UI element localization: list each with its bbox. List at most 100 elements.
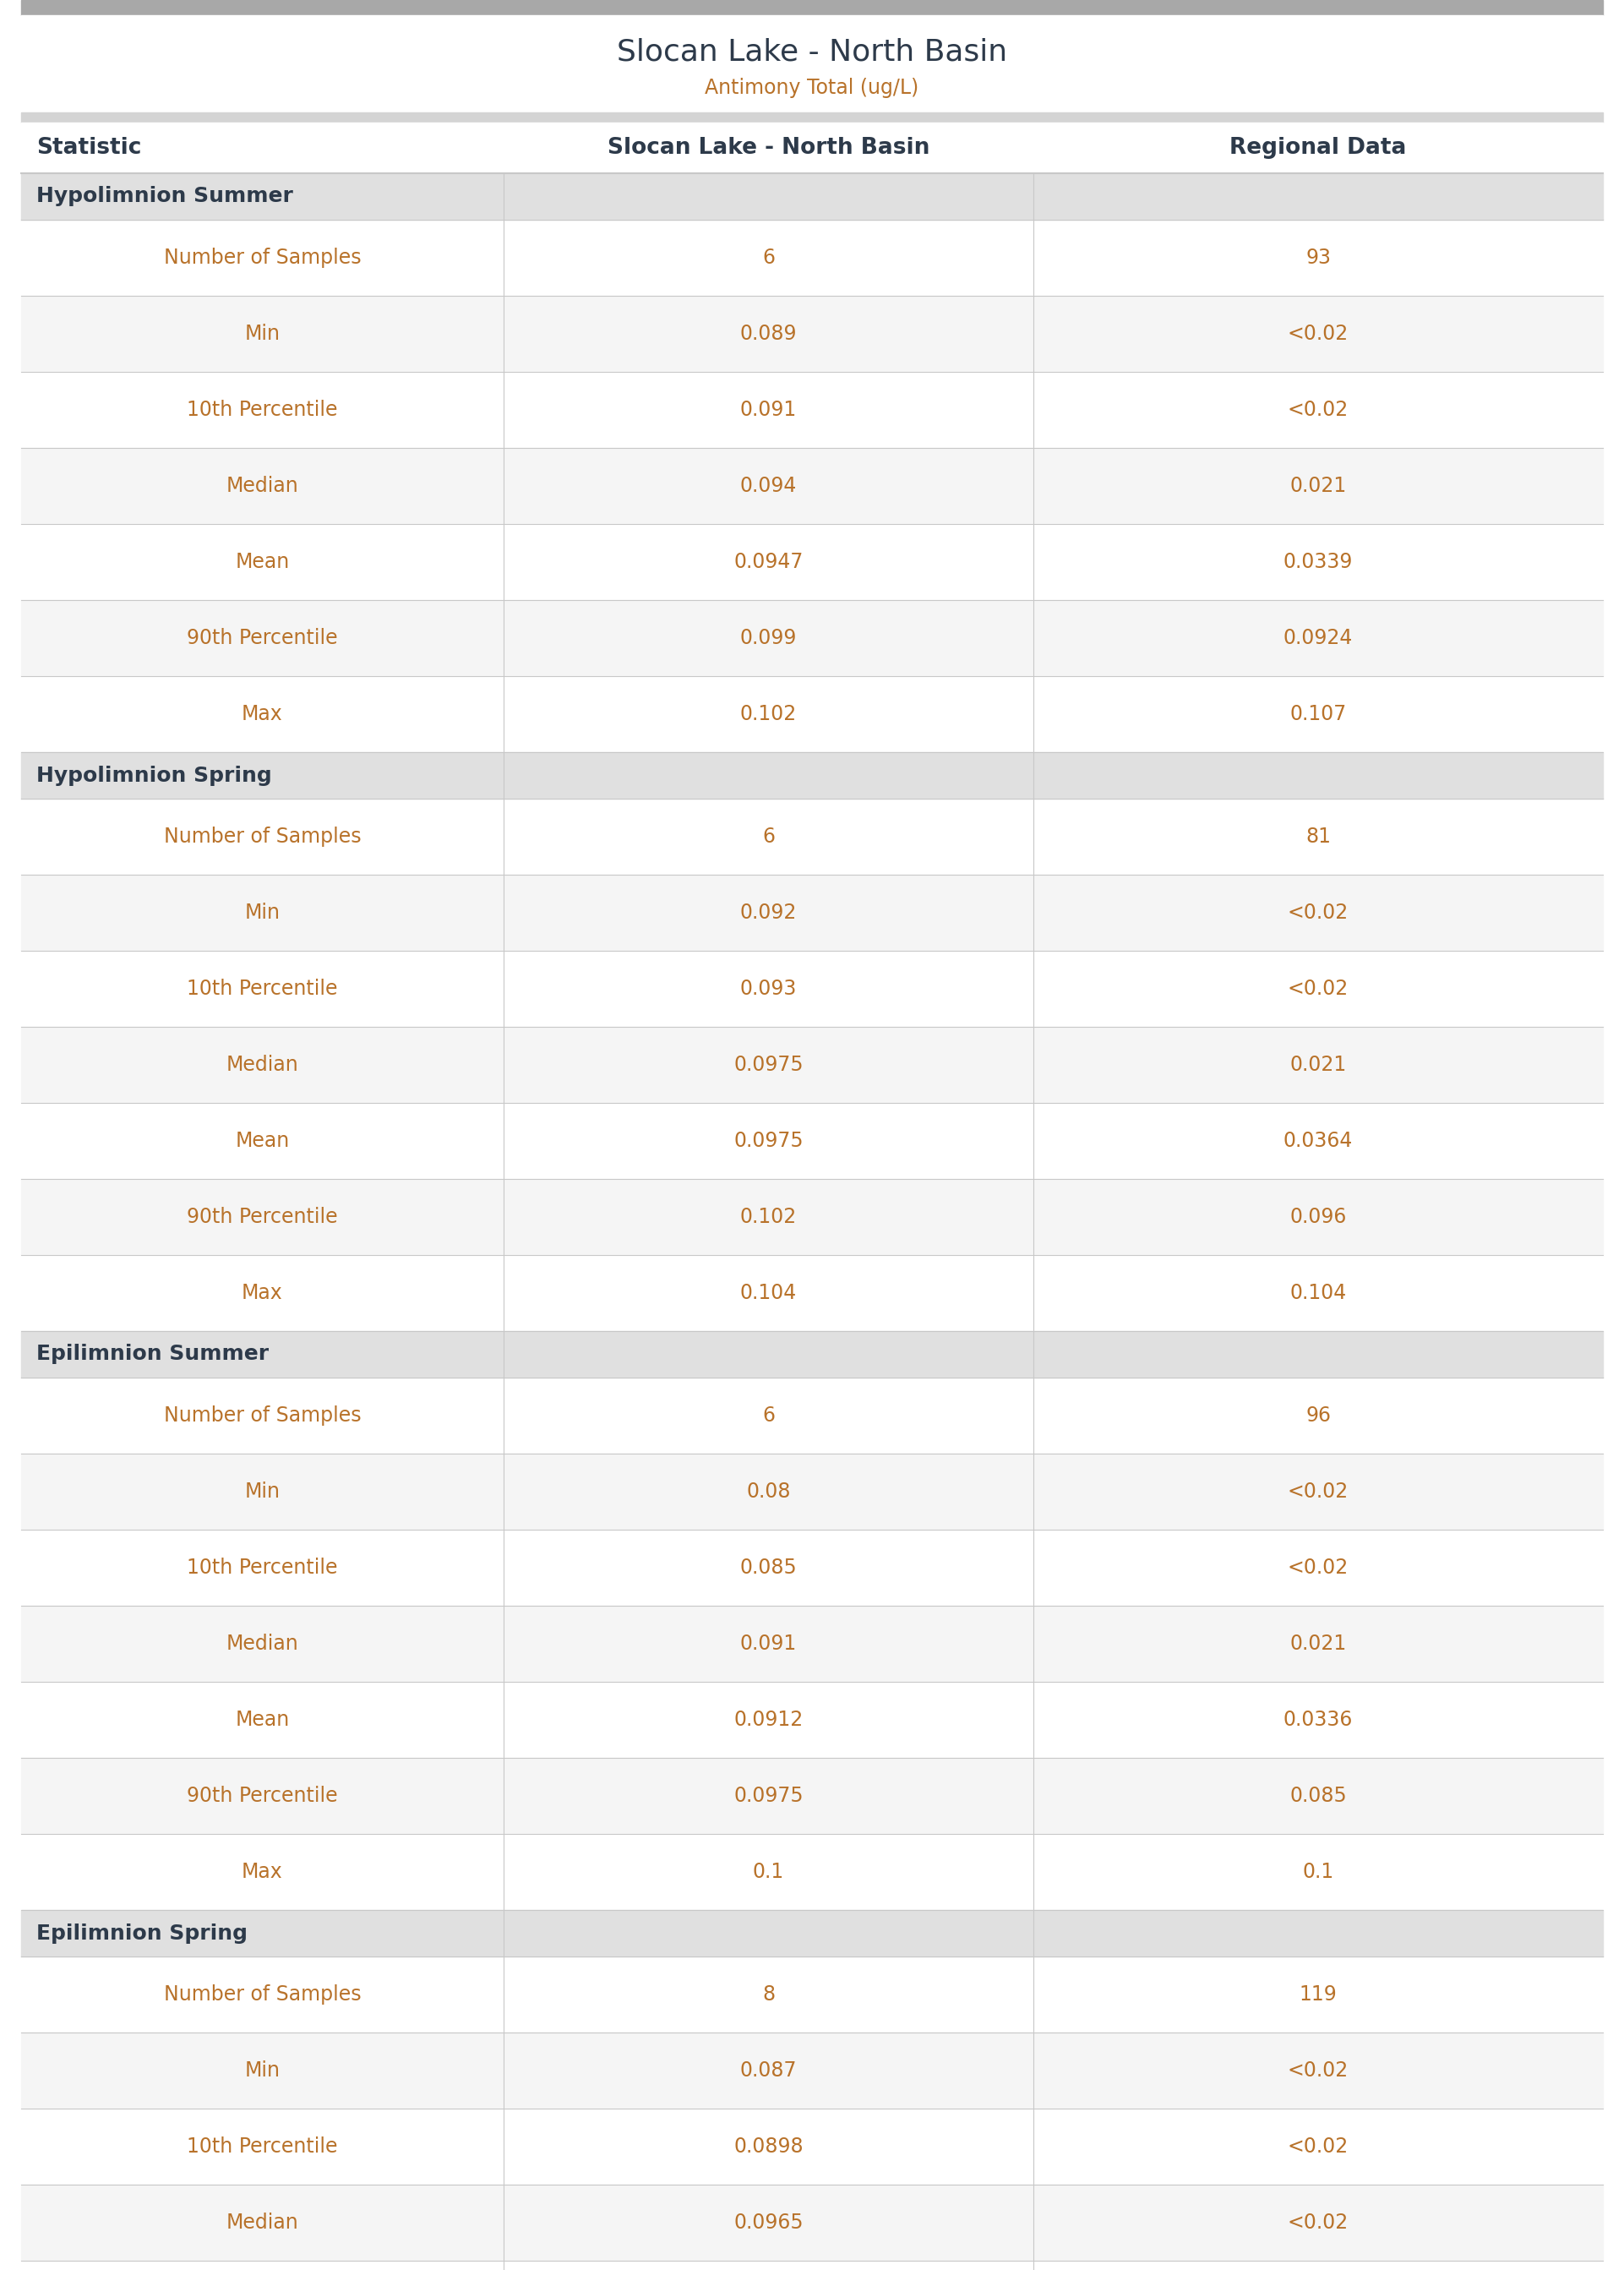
Text: 0.087: 0.087 [741,2061,797,2082]
Bar [21,524,1603,599]
Bar [21,599,1603,676]
Text: 10th Percentile: 10th Percentile [187,400,338,420]
Bar [21,447,1603,524]
Text: <0.02: <0.02 [1288,2213,1348,2234]
Text: <0.02: <0.02 [1288,2061,1348,2082]
Text: 0.094: 0.094 [741,477,797,497]
Text: 10th Percentile: 10th Percentile [187,2136,338,2156]
Text: 81: 81 [1306,826,1330,847]
Text: 0.104: 0.104 [741,1283,797,1303]
Text: Epilimnion Spring: Epilimnion Spring [36,1923,247,1943]
Text: 93: 93 [1306,247,1330,268]
Text: <0.02: <0.02 [1288,903,1348,924]
Bar [21,2109,1603,2184]
Text: Max: Max [242,1861,283,1882]
Bar [21,1530,1603,1605]
Text: 0.0975: 0.0975 [734,1786,804,1807]
Text: <0.02: <0.02 [1288,1482,1348,1503]
Text: Epilimnion Summer: Epilimnion Summer [36,1344,270,1364]
Text: Min: Min [245,325,279,345]
Bar [21,676,1603,751]
Bar [21,2032,1603,2109]
Text: Median: Median [226,477,299,497]
Text: Hypolimnion Spring: Hypolimnion Spring [36,765,271,785]
Text: Number of Samples: Number of Samples [164,1405,361,1426]
Text: 0.0975: 0.0975 [734,1056,804,1076]
Text: 0.085: 0.085 [741,1557,797,1578]
Text: Hypolimnion Summer: Hypolimnion Summer [36,186,292,207]
Text: 8: 8 [762,1984,775,2004]
Text: 0.107: 0.107 [1289,704,1346,724]
Text: 0.021: 0.021 [1289,477,1346,497]
Text: Min: Min [245,1482,279,1503]
Text: 119: 119 [1299,1984,1337,2004]
Text: 0.0898: 0.0898 [734,2136,804,2156]
Text: 6: 6 [762,247,775,268]
Text: 0.0924: 0.0924 [1283,629,1353,649]
Text: 0.08: 0.08 [747,1482,791,1503]
Bar [21,1605,1603,1682]
Text: <0.02: <0.02 [1288,400,1348,420]
Bar [21,16,1603,114]
Text: 0.0947: 0.0947 [734,552,804,572]
Text: Min: Min [245,2061,279,2082]
Bar [21,2184,1603,2261]
Text: Regional Data: Regional Data [1229,136,1406,159]
Text: 10th Percentile: 10th Percentile [187,978,338,999]
Bar [21,114,1603,123]
Bar [21,1682,1603,1757]
Bar [21,799,1603,874]
Text: <0.02: <0.02 [1288,325,1348,345]
Text: Statistic: Statistic [36,136,141,159]
Bar [21,1103,1603,1178]
Text: <0.02: <0.02 [1288,2136,1348,2156]
Text: 0.099: 0.099 [741,629,797,649]
Text: Number of Samples: Number of Samples [164,1984,361,2004]
Text: 0.0965: 0.0965 [734,2213,804,2234]
Text: 0.093: 0.093 [741,978,797,999]
Text: 6: 6 [762,826,775,847]
Text: 0.0336: 0.0336 [1283,1709,1353,1730]
Bar [21,173,1603,220]
Text: 90th Percentile: 90th Percentile [187,1786,338,1807]
Text: 6: 6 [762,1405,775,1426]
Bar [21,1957,1603,2032]
Text: <0.02: <0.02 [1288,978,1348,999]
Text: Antimony Total (ug/L): Antimony Total (ug/L) [705,77,919,98]
Bar [21,751,1603,799]
Text: Mean: Mean [235,1130,289,1151]
Text: Number of Samples: Number of Samples [164,247,361,268]
Bar [21,874,1603,951]
Bar [21,1909,1603,1957]
Text: Max: Max [242,704,283,724]
Text: 0.092: 0.092 [741,903,797,924]
Text: 0.104: 0.104 [1289,1283,1346,1303]
Bar [21,1757,1603,1834]
Bar [21,1330,1603,1378]
Bar [21,220,1603,295]
Text: Slocan Lake - North Basin: Slocan Lake - North Basin [617,39,1007,66]
Text: Number of Samples: Number of Samples [164,826,361,847]
Text: 0.091: 0.091 [741,1634,797,1655]
Bar [21,2261,1603,2270]
Text: 0.1: 0.1 [1302,1861,1333,1882]
Text: 0.089: 0.089 [741,325,797,345]
Text: 96: 96 [1306,1405,1330,1426]
Bar [21,1178,1603,1255]
Text: 90th Percentile: 90th Percentile [187,1208,338,1228]
Text: Median: Median [226,1056,299,1076]
Bar [21,295,1603,372]
Text: 0.085: 0.085 [1289,1786,1346,1807]
Bar [21,0,1603,16]
Text: 0.091: 0.091 [741,400,797,420]
Text: 0.0975: 0.0975 [734,1130,804,1151]
Text: 0.1: 0.1 [754,1861,784,1882]
Text: <0.02: <0.02 [1288,1557,1348,1578]
Text: 90th Percentile: 90th Percentile [187,629,338,649]
Text: 0.0339: 0.0339 [1283,552,1353,572]
Bar [21,1453,1603,1530]
Text: 0.021: 0.021 [1289,1056,1346,1076]
Bar [21,1255,1603,1330]
Bar [21,123,1603,173]
Text: Mean: Mean [235,552,289,572]
